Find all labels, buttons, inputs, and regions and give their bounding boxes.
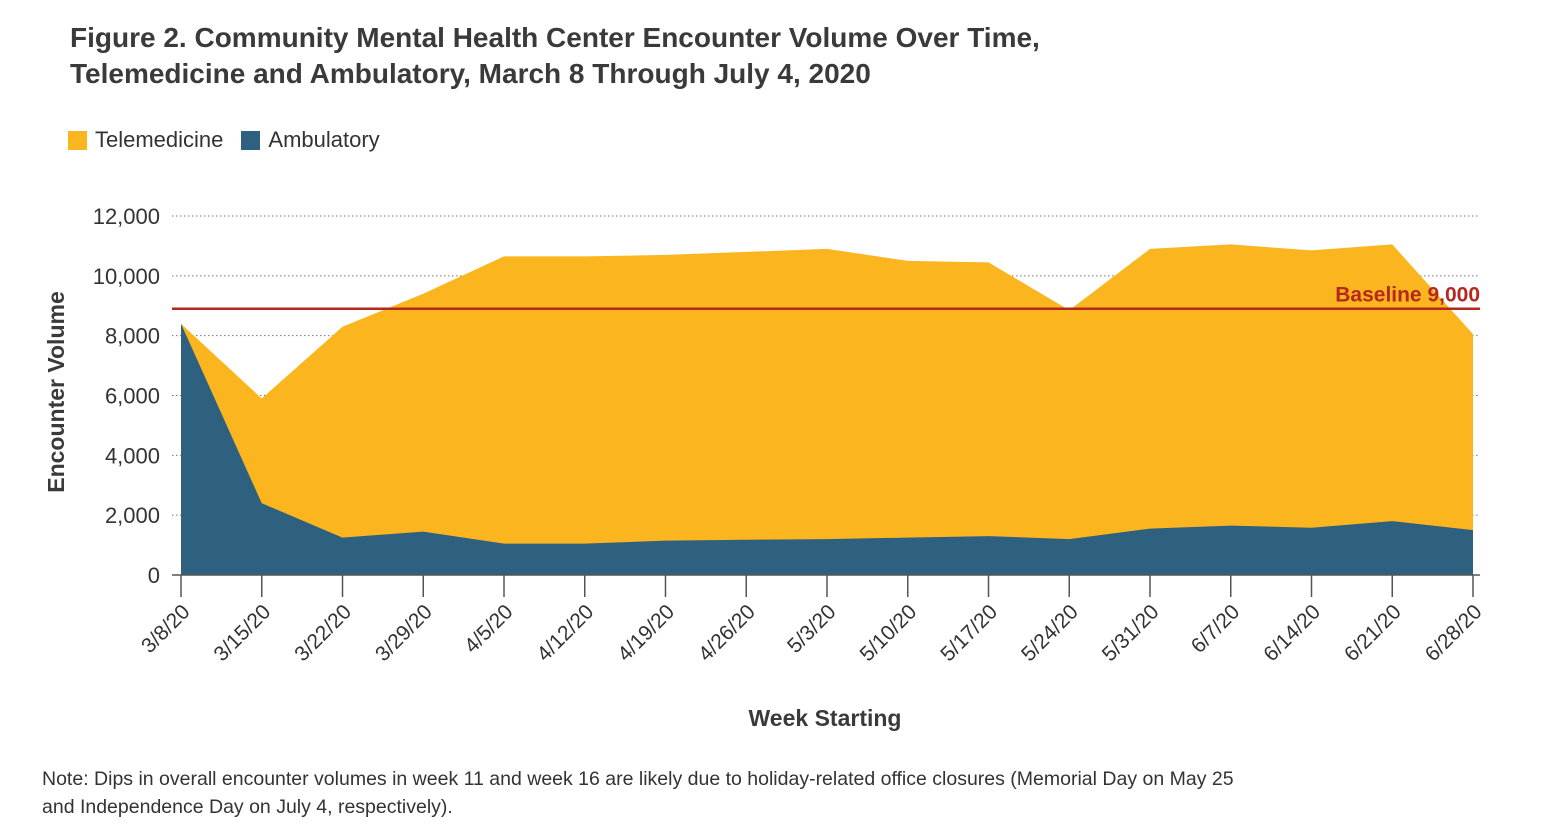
x-tick-label: 6/28/20	[1421, 600, 1487, 666]
x-tick-label: 5/17/20	[936, 600, 1002, 666]
chart-title: Figure 2. Community Mental Health Center…	[70, 20, 1370, 92]
x-tick-label: 4/12/20	[532, 600, 598, 666]
x-tick-label: 6/7/20	[1187, 600, 1245, 658]
x-tick-label: 4/19/20	[613, 600, 679, 666]
x-tick-label: 4/5/20	[460, 600, 518, 658]
legend-swatch-telemedicine	[68, 130, 87, 150]
baseline-label: Baseline 9,000	[1335, 284, 1480, 307]
footnote-line-1: Note: Dips in overall encounter volumes …	[42, 768, 1234, 790]
y-tick-label: 12,000	[93, 204, 160, 229]
axes	[172, 574, 1480, 597]
x-tick-label: 5/10/20	[855, 600, 921, 666]
legend-swatch-ambulatory	[241, 130, 261, 150]
y-tick-label: 0	[148, 563, 160, 588]
x-tick-label: 5/31/20	[1098, 600, 1164, 666]
x-tick-label: 5/24/20	[1017, 600, 1083, 666]
chart-title-line-1: Figure 2. Community Mental Health Center…	[70, 22, 1040, 53]
y-tick-label: 4,000	[105, 443, 160, 468]
x-tick-label: 3/8/20	[137, 600, 195, 658]
x-tick-label: 6/14/20	[1259, 600, 1325, 666]
y-tick-label: 2,000	[105, 503, 160, 528]
y-tick-label: 10,000	[93, 264, 160, 289]
area-chart: Baseline 9,000 0 2,000 4,000 6,000 8,000 10,0…	[43, 204, 1487, 731]
chart-title-line-2: Telemedicine and Ambulatory, March 8 Thr…	[70, 58, 871, 89]
legend-label-telemedicine: Telemedicine	[95, 127, 224, 152]
x-tick-label: 3/29/20	[371, 600, 437, 666]
footnote-line-2: and Independence Day on July 4, respecti…	[42, 796, 453, 818]
legend-item-telemedicine: Telemedicine	[68, 127, 223, 153]
x-tick-label: 5/3/20	[783, 600, 841, 658]
x-axis-title: Week Starting	[749, 705, 902, 731]
chart-areas	[181, 244, 1473, 575]
x-tick-label: 3/22/20	[290, 600, 356, 666]
footnote: Note: Dips in overall encounter volumes …	[42, 765, 1502, 821]
legend-label-ambulatory: Ambulatory	[268, 127, 380, 152]
legend-item-ambulatory: Ambulatory	[241, 127, 380, 153]
y-tick-label: 8,000	[105, 324, 160, 349]
x-tick-label: 3/15/20	[209, 600, 275, 666]
baseline-group: Baseline 9,000	[172, 284, 1480, 310]
y-axis-title: Encounter Volume	[43, 291, 69, 493]
telemedicine-area	[181, 244, 1473, 575]
y-tick-label: 6,000	[105, 384, 160, 409]
legend: Telemedicine Ambulatory	[68, 126, 398, 154]
x-tick-label: 6/21/20	[1340, 600, 1406, 666]
x-tick-label: 4/26/20	[694, 600, 760, 666]
ambulatory-area	[181, 323, 1473, 575]
